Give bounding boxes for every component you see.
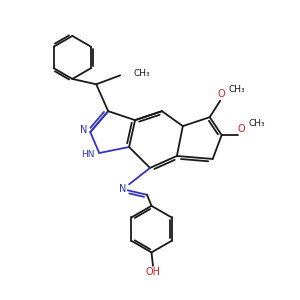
Text: CH₃: CH₃	[134, 69, 150, 78]
Text: HN: HN	[81, 150, 95, 159]
Text: N: N	[80, 125, 87, 135]
Text: O: O	[218, 89, 226, 99]
Text: OH: OH	[146, 267, 160, 277]
Text: O: O	[238, 124, 245, 134]
Text: CH₃: CH₃	[228, 85, 245, 94]
Text: CH₃: CH₃	[248, 119, 265, 128]
Text: N: N	[119, 184, 127, 194]
